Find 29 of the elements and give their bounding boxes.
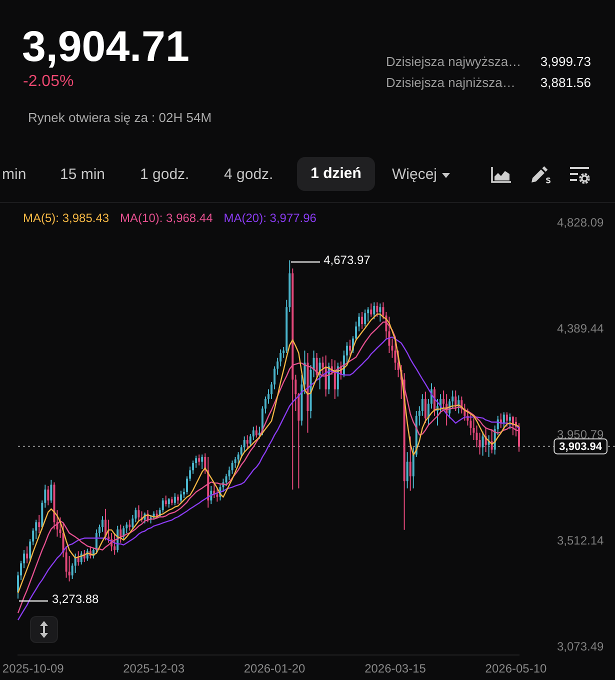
text: Rynek otwiera się za : 02H 54M [28, 110, 212, 125]
y-tick-label: 4,389.44 [557, 321, 604, 336]
x-tick-label: 2026-01-20 [244, 662, 306, 676]
x-tick-label: 2025-12-03 [123, 662, 185, 676]
text: 3,881.56 [540, 75, 591, 90]
x-tick-label: 2026-05-10 [485, 662, 547, 676]
x-tick-label: 2026-03-15 [364, 662, 426, 676]
text: min [2, 165, 26, 185]
text: MA(20): 3,977.96 [224, 211, 316, 225]
chart-subtitle: -2.05% [23, 73, 74, 91]
x-tick-label: 2025-10-09 [2, 662, 64, 676]
y-tick-label: 3,950.79 [557, 427, 604, 442]
selected-tab: 1 dzień [297, 157, 375, 191]
annotation: 3,273.88 [52, 592, 99, 606]
chart-title: 3,904.71 [22, 23, 190, 71]
y-tick-label: 3,512.14 [557, 533, 604, 548]
text: 3,999.73 [540, 54, 591, 69]
annotation: 3,903.94 [559, 440, 603, 453]
text: MA(5): 3,985.43 [23, 211, 110, 225]
text: Więcej [392, 165, 438, 185]
annotation: 4,673.97 [324, 253, 370, 268]
y-tick-label: 4,828.09 [557, 215, 604, 230]
text: MA(10): 3,968.44 [120, 211, 213, 225]
text: 15 min [60, 165, 106, 185]
text: 4 godz. [224, 165, 274, 185]
text: Dzisiejsza najniższa… [386, 75, 516, 90]
y-tick-label: 3,073.49 [557, 639, 604, 654]
text: 1 godz. [140, 165, 190, 185]
text: Dzisiejsza najwyższa… [386, 54, 522, 69]
